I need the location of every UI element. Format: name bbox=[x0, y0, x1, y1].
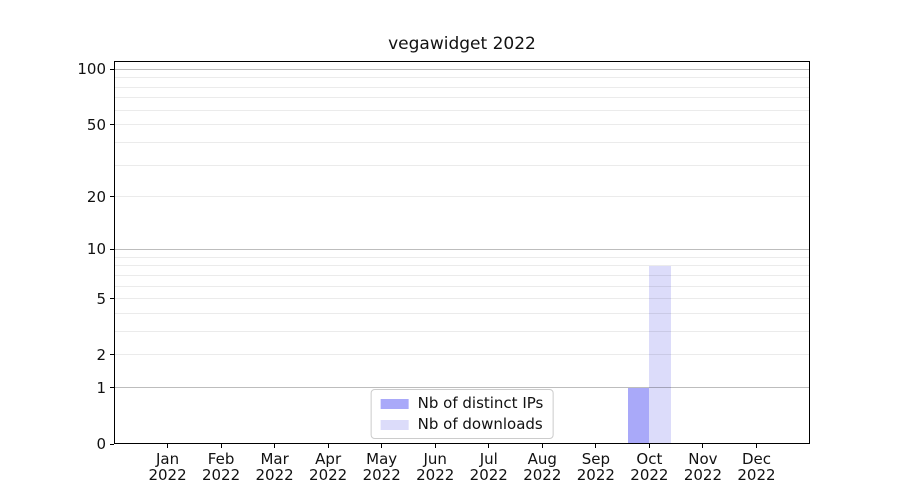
y-tick-label: 20 bbox=[86, 187, 106, 206]
legend-swatch bbox=[380, 419, 409, 430]
x-tick-label: Mar 2022 bbox=[245, 452, 305, 483]
y-tick-mark bbox=[110, 387, 114, 389]
x-tick-mark bbox=[434, 444, 436, 448]
x-tick-label: Sep 2022 bbox=[566, 452, 626, 483]
y-tick-mark bbox=[110, 354, 114, 356]
x-tick-mark bbox=[702, 444, 704, 448]
x-tick-label: Dec 2022 bbox=[726, 452, 786, 483]
x-tick-month: Jul bbox=[479, 450, 498, 468]
x-tick-month: Dec bbox=[741, 450, 771, 468]
x-tick-year: 2022 bbox=[201, 466, 241, 484]
legend-label: Nb of downloads bbox=[417, 415, 543, 433]
y-gridline-major bbox=[115, 248, 809, 250]
x-tick-label: Feb 2022 bbox=[191, 452, 251, 483]
x-tick-month: May bbox=[366, 450, 398, 468]
x-tick-month: Sep bbox=[581, 450, 610, 468]
y-gridline-minor bbox=[115, 97, 809, 99]
y-tick-label: 2 bbox=[96, 345, 106, 364]
x-tick-label: Nov 2022 bbox=[673, 452, 733, 483]
x-tick-month: Mar bbox=[260, 450, 289, 468]
x-tick-label: Jul 2022 bbox=[459, 452, 519, 483]
y-tick-label: 10 bbox=[86, 240, 106, 259]
x-tick-mark bbox=[327, 444, 329, 448]
x-tick-month: Oct bbox=[636, 450, 663, 468]
y-gridline-minor bbox=[115, 109, 809, 111]
x-tick-year: 2022 bbox=[416, 466, 455, 484]
y-gridline-minor bbox=[115, 354, 809, 356]
x-tick-mark bbox=[220, 444, 222, 448]
legend-label: Nb of distinct IPs bbox=[417, 394, 544, 412]
x-tick-year: 2022 bbox=[309, 466, 348, 484]
y-gridline-major bbox=[115, 387, 809, 389]
x-tick-year: 2022 bbox=[469, 466, 508, 484]
x-tick-mark bbox=[595, 444, 597, 448]
y-tick-label: 50 bbox=[86, 115, 106, 134]
y-gridline-minor bbox=[115, 142, 809, 144]
y-tick-label: 1 bbox=[96, 378, 106, 397]
y-gridline-minor bbox=[115, 164, 809, 166]
x-tick-label: Aug 2022 bbox=[512, 452, 572, 483]
x-tick-mark bbox=[541, 444, 543, 448]
x-tick-year: 2022 bbox=[576, 466, 615, 484]
y-tick-label: 100 bbox=[77, 60, 106, 79]
y-tick-mark bbox=[110, 196, 114, 198]
x-tick-month: Apr bbox=[315, 450, 342, 468]
x-tick-label: May 2022 bbox=[352, 452, 412, 483]
y-gridline-minor bbox=[115, 285, 809, 287]
y-gridline-minor bbox=[115, 124, 809, 126]
x-tick-year: 2022 bbox=[737, 466, 776, 484]
legend-swatch bbox=[380, 398, 409, 409]
y-gridline-minor bbox=[115, 265, 809, 267]
bar-nb-of-distinct-ips bbox=[627, 387, 650, 444]
x-tick-year: 2022 bbox=[255, 466, 294, 484]
x-tick-year: 2022 bbox=[683, 466, 723, 484]
y-gridline-minor bbox=[115, 312, 809, 314]
x-tick-label: Apr 2022 bbox=[298, 452, 358, 483]
legend: Nb of distinct IPs Nb of downloads bbox=[370, 389, 554, 439]
legend-item: Nb of distinct IPs bbox=[380, 394, 544, 412]
y-tick-mark bbox=[110, 124, 114, 126]
y-gridline-minor bbox=[115, 86, 809, 88]
x-tick-year: 2022 bbox=[523, 466, 562, 484]
x-tick-mark bbox=[274, 444, 276, 448]
x-tick-label: Jun 2022 bbox=[405, 452, 465, 483]
x-tick-mark bbox=[755, 444, 757, 448]
y-tick-mark bbox=[110, 248, 114, 250]
x-tick-month: Jan bbox=[155, 450, 180, 468]
y-gridline-minor bbox=[115, 256, 809, 258]
y-gridline-major bbox=[115, 68, 809, 70]
x-tick-mark bbox=[648, 444, 650, 448]
legend-item: Nb of downloads bbox=[380, 415, 544, 433]
x-tick-mark bbox=[167, 444, 169, 448]
y-tick-mark bbox=[110, 443, 114, 445]
x-tick-month: Feb bbox=[207, 450, 235, 468]
bar-nb-of-downloads bbox=[649, 265, 671, 444]
y-tick-mark bbox=[110, 298, 114, 300]
x-tick-mark bbox=[381, 444, 383, 448]
x-tick-mark bbox=[488, 444, 490, 448]
y-gridline-minor bbox=[115, 274, 809, 276]
x-tick-month: Aug bbox=[527, 450, 557, 468]
y-gridline-minor bbox=[115, 298, 809, 300]
x-tick-label: Oct 2022 bbox=[619, 452, 679, 483]
y-tick-label: 5 bbox=[96, 289, 106, 308]
x-tick-month: Nov bbox=[688, 450, 718, 468]
y-tick-mark bbox=[110, 68, 114, 70]
y-gridline-minor bbox=[115, 330, 809, 332]
chart-title: vegawidget 2022 bbox=[388, 34, 536, 54]
x-tick-year: 2022 bbox=[362, 466, 401, 484]
y-gridline-minor bbox=[115, 196, 809, 198]
x-tick-month: Jun bbox=[423, 450, 447, 468]
x-tick-label: Jan 2022 bbox=[138, 452, 198, 483]
y-tick-label: 0 bbox=[96, 435, 106, 453]
x-tick-year: 2022 bbox=[148, 466, 187, 484]
y-gridline-minor bbox=[115, 77, 809, 79]
x-tick-year: 2022 bbox=[630, 466, 669, 484]
